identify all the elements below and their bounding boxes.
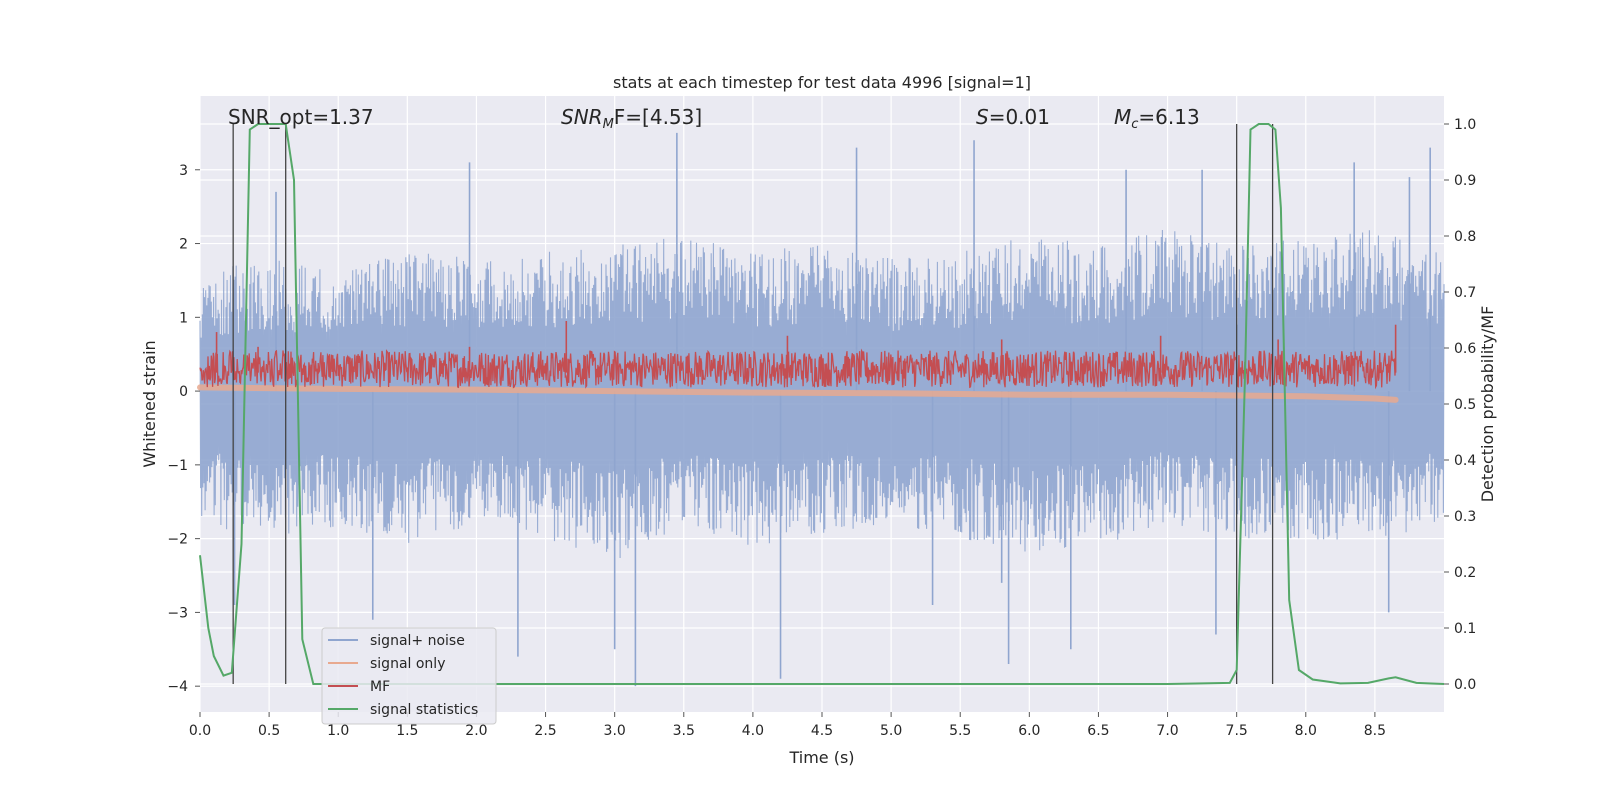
snr-opt-annotation: SNR_opt=1.37 xyxy=(228,105,374,129)
x-tick-label-2: 1.0 xyxy=(327,723,349,739)
x-tick-label-3: 1.5 xyxy=(396,723,418,739)
x-tick-label-9: 4.5 xyxy=(811,723,833,739)
y-tick-label-5: −2 xyxy=(167,532,188,548)
x-tick-label-10: 5.0 xyxy=(880,723,902,739)
y-right-tick-label-9: 0.1 xyxy=(1454,621,1476,637)
x-tick-label-13: 6.5 xyxy=(1087,723,1109,739)
s-annotation: S=0.01 xyxy=(976,105,1050,129)
signal-only-line xyxy=(197,384,1399,403)
x-tick-label-7: 3.5 xyxy=(673,723,695,739)
legend-label-signal-noise: signal+ noise xyxy=(370,633,465,649)
signal-only-layer xyxy=(197,384,1399,403)
s-base: S xyxy=(976,105,989,129)
x-tick-label-0: 0.0 xyxy=(189,723,211,739)
y-tick-label-6: −3 xyxy=(167,605,188,621)
x-tick-label-5: 2.5 xyxy=(534,723,556,739)
x-tick-label-14: 7.0 xyxy=(1156,723,1178,739)
mc-subscript: c xyxy=(1131,117,1138,132)
x-axis-label: Time (s) xyxy=(788,748,854,767)
y-right-tick-label-5: 0.5 xyxy=(1454,397,1476,413)
y-right-tick-label-8: 0.2 xyxy=(1454,565,1476,581)
s-rest: =0.01 xyxy=(989,105,1050,129)
mc-base: M xyxy=(1114,105,1131,129)
y-tick-label-3: 0 xyxy=(179,384,188,400)
chart-title: stats at each timestep for test data 499… xyxy=(613,73,1031,92)
y-right-tick-label-4: 0.6 xyxy=(1454,341,1476,357)
y-tick-label-4: −1 xyxy=(167,458,188,474)
x-tick-label-11: 5.5 xyxy=(949,723,971,739)
x-tick-label-16: 8.0 xyxy=(1295,723,1317,739)
signal-statistics-line xyxy=(199,123,1445,685)
vertical-lines-layer xyxy=(232,124,1274,684)
y-tick-label-1: 2 xyxy=(179,237,188,253)
y-tick-label-2: 1 xyxy=(179,310,188,326)
y-axis-label: Whitened strain xyxy=(140,340,159,467)
snr-mf-rest: F=[4.53] xyxy=(614,105,702,129)
mf-line xyxy=(199,348,1397,390)
tick-layer: 0.0 0.5 1.0 1.5 2.0 2.5 3.0 3.5 4.0 4.5 5.0 5.5 6.0 6… xyxy=(167,117,1476,739)
x-tick-label-15: 7.5 xyxy=(1226,723,1248,739)
y-right-tick-label-0: 1.0 xyxy=(1454,117,1476,133)
legend: signal+ noise signal only MF signal stat… xyxy=(321,627,497,725)
mf-layer xyxy=(199,321,1397,390)
legend-label-signal-only: signal only xyxy=(370,656,445,672)
legend-label-signal-statistics: signal statistics xyxy=(370,702,478,718)
y-tick-label-7: −4 xyxy=(167,679,188,695)
snr-mf-base: SNR xyxy=(561,105,603,129)
y-tick-label-0: 3 xyxy=(179,163,188,179)
y-right-tick-label-7: 0.3 xyxy=(1454,509,1476,525)
y-right-tick-label-10: 0.0 xyxy=(1454,677,1476,693)
y-right-tick-label-3: 0.7 xyxy=(1454,285,1476,301)
legend-label-mf: MF xyxy=(370,679,390,695)
x-tick-label-8: 4.0 xyxy=(742,723,764,739)
mc-rest: =6.13 xyxy=(1138,105,1199,129)
mc-annotation: Mc=6.13 xyxy=(1114,105,1200,132)
y-right-tick-label-6: 0.4 xyxy=(1454,453,1476,469)
x-tick-label-6: 3.0 xyxy=(604,723,626,739)
y-right-tick-label-2: 0.8 xyxy=(1454,229,1476,245)
legend-box xyxy=(321,627,497,725)
x-tick-label-17: 8.5 xyxy=(1364,723,1386,739)
snr-mf-subscript: M xyxy=(603,117,614,132)
signal-statistics-layer xyxy=(199,123,1445,685)
x-tick-label-1: 0.5 xyxy=(258,723,280,739)
x-tick-label-12: 6.0 xyxy=(1018,723,1040,739)
y-right-tick-label-1: 0.9 xyxy=(1454,173,1476,189)
snr-mf-annotation: SNRMF=[4.53] xyxy=(561,105,702,132)
x-tick-label-4: 2.0 xyxy=(465,723,487,739)
y-axis-right-label: Detection probability/MF xyxy=(1478,306,1497,503)
